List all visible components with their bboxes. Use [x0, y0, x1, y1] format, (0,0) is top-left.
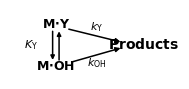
Text: $\mathbf{M {\cdot} OH}$: $\mathbf{M {\cdot} OH}$ — [36, 60, 75, 73]
Text: $k_\mathrm{OH}$: $k_\mathrm{OH}$ — [87, 56, 107, 70]
Text: $K_\mathrm{Y}$: $K_\mathrm{Y}$ — [24, 38, 38, 52]
Text: $\mathbf{M {\cdot} Y}$: $\mathbf{M {\cdot} Y}$ — [42, 18, 70, 31]
Text: $k_\mathrm{Y}$: $k_\mathrm{Y}$ — [90, 20, 103, 34]
Text: $\mathbf{Products}$: $\mathbf{Products}$ — [108, 37, 179, 52]
